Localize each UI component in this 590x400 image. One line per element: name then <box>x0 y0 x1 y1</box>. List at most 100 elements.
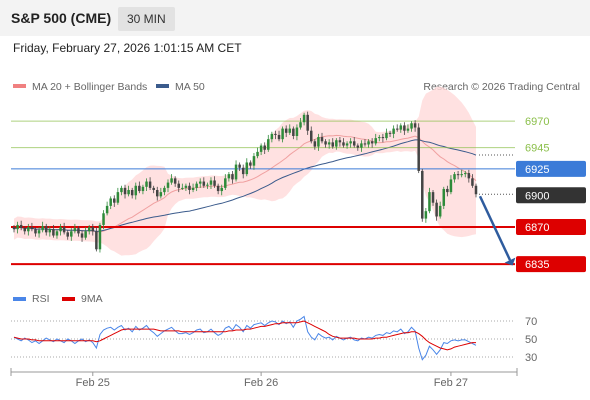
candle <box>388 130 392 138</box>
candle <box>87 224 91 235</box>
legend-rsi-ma-label: 9MA <box>81 293 103 305</box>
candle <box>363 139 367 147</box>
candle <box>267 134 270 152</box>
candle <box>91 223 95 236</box>
candle <box>98 222 102 253</box>
candle <box>220 184 223 196</box>
rsi-line <box>13 315 477 361</box>
candle <box>274 130 277 140</box>
support-label-6870: 6870 <box>525 222 549 234</box>
candle <box>224 174 227 190</box>
candle <box>245 158 249 177</box>
candle <box>249 160 252 169</box>
candle <box>335 138 338 150</box>
candle <box>206 182 209 189</box>
candle <box>55 229 59 239</box>
candle <box>284 125 288 138</box>
pivot-tag-6925 <box>516 160 586 177</box>
candle <box>406 124 410 133</box>
forecast-arrow-shaft <box>478 195 512 261</box>
ma50-line <box>13 139 477 232</box>
candle <box>188 182 191 195</box>
candle <box>84 227 87 240</box>
candle <box>399 123 403 133</box>
forecast-arrow-head <box>504 257 516 266</box>
rsi-tick-50: 50 <box>525 334 537 346</box>
candle <box>446 185 449 197</box>
credit-text: Research © 2026 Trading Central <box>423 81 580 93</box>
candle <box>277 130 281 142</box>
x-tick-label: Feb 25 <box>76 377 110 389</box>
candle <box>37 227 41 238</box>
candle <box>41 221 44 233</box>
candle <box>356 143 360 151</box>
candle <box>467 169 471 183</box>
candle <box>381 133 385 143</box>
rsi-tick-70: 70 <box>525 316 537 328</box>
legend-ma20-swatch <box>13 84 26 88</box>
candle <box>349 138 352 148</box>
candle <box>148 177 152 190</box>
last-price-label: 6900 <box>525 190 549 202</box>
candle <box>102 210 105 230</box>
candle <box>438 201 442 219</box>
candle <box>105 201 109 216</box>
candle <box>163 185 166 196</box>
resistance-label-6970: 6970 <box>525 116 549 128</box>
candle <box>12 224 16 233</box>
candle <box>231 170 234 184</box>
candle <box>324 139 327 148</box>
x-tick-label: Feb 26 <box>244 377 278 389</box>
candle <box>141 184 145 195</box>
candle <box>27 223 30 236</box>
candle <box>435 199 438 221</box>
candle <box>59 223 62 236</box>
candle <box>417 123 420 174</box>
candle <box>378 134 381 142</box>
candle <box>428 187 431 214</box>
candle <box>159 187 163 199</box>
x-tick-label: Feb 27 <box>434 377 468 389</box>
timestamp: Friday, February 27, 2026 1:01:15 AM CET <box>13 41 242 55</box>
candle <box>460 169 463 178</box>
legend-rsi-swatch <box>13 297 26 301</box>
timeframe-button[interactable]: 30 MIN <box>118 7 175 31</box>
candle <box>288 124 292 135</box>
candle <box>370 138 374 148</box>
candle <box>302 112 306 126</box>
candle <box>449 175 453 195</box>
candle <box>421 168 424 222</box>
candle <box>130 187 134 199</box>
candle <box>77 226 80 237</box>
candle <box>410 121 413 132</box>
candle <box>216 183 220 195</box>
candle <box>23 226 26 235</box>
candle <box>367 139 370 148</box>
candle <box>184 183 188 192</box>
candle <box>252 152 256 170</box>
candle <box>138 181 141 194</box>
candle <box>263 142 266 154</box>
candle <box>62 222 66 235</box>
candle <box>442 186 446 210</box>
legend-ma50-swatch <box>156 84 169 88</box>
candle <box>471 174 474 188</box>
candle <box>331 138 334 149</box>
candle <box>16 221 19 234</box>
candle <box>166 179 170 193</box>
candle <box>113 195 116 207</box>
candle <box>181 183 184 190</box>
symbol-title: S&P 500 (CME) <box>11 10 112 26</box>
last-price-tag <box>516 187 586 204</box>
candle <box>259 143 263 156</box>
candle <box>209 177 213 189</box>
candle <box>19 220 23 231</box>
candle <box>299 118 302 130</box>
candle <box>464 170 467 178</box>
candle <box>241 164 245 179</box>
candle <box>202 177 206 188</box>
candle <box>177 180 180 193</box>
candle <box>116 187 120 205</box>
candle <box>413 120 417 132</box>
